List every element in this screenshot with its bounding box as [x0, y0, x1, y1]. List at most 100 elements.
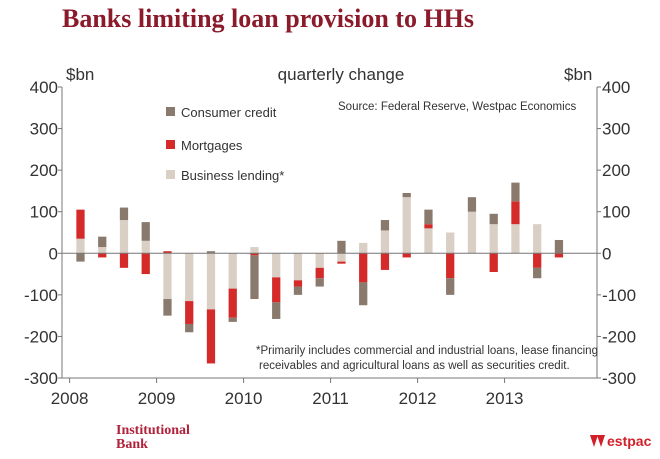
legend-swatch-consumer-credit: [166, 107, 175, 116]
bar-business-lending: [119, 220, 129, 254]
bar-mortgages: [315, 267, 324, 279]
axes: [58, 86, 601, 383]
legend-label-business-lending: Business lending*: [181, 168, 284, 183]
y-tick-label-left: 0: [49, 244, 58, 263]
bar-business-lending: [185, 253, 194, 302]
bar-business-lending: [272, 253, 281, 278]
bar-mortgages: [293, 280, 303, 287]
y-axis-right-unit: $bn: [564, 65, 592, 84]
bar-mortgages: [402, 253, 411, 258]
westpac-logo: estpac: [590, 433, 651, 449]
bar-business-lending: [206, 253, 216, 310]
bar-business-lending: [98, 247, 107, 254]
bars: [76, 182, 564, 364]
y-tick-label-left: -100: [24, 286, 58, 305]
y-tick-label-right: -100: [602, 286, 636, 305]
bar-mortgages: [206, 309, 216, 364]
y-axis-right-labels: 400 300 200 100 0 -100 -200 -300: [602, 78, 636, 388]
legend-swatch-mortgages: [166, 140, 175, 149]
bar-mortgages: [141, 253, 150, 275]
bar-consumer-credit: [141, 222, 150, 241]
bar-consumer-credit: [250, 255, 259, 300]
legend-label-consumer-credit: Consumer credit: [181, 105, 277, 120]
bar-consumer-credit: [315, 278, 324, 287]
bar-mortgages: [98, 253, 107, 258]
y-tick-label-left: -300: [24, 369, 58, 388]
bar-consumer-credit: [533, 267, 542, 279]
bar-business-lending: [402, 197, 411, 254]
chart-title: Banks limiting loan provision to HHs: [62, 4, 475, 33]
bar-consumer-credit: [228, 317, 237, 322]
bar-consumer-credit: [272, 302, 281, 319]
chart-subtitle: quarterly change: [278, 65, 405, 84]
bar-mortgages: [359, 253, 368, 283]
bar-business-lending: [163, 253, 172, 300]
bar-consumer-credit: [446, 278, 455, 295]
bar-consumer-credit: [467, 197, 477, 212]
bar-mortgages: [511, 201, 520, 225]
footnote-line-2: receivables and agricultural loans as we…: [259, 360, 570, 372]
bar-consumer-credit: [511, 182, 520, 202]
bar-mortgages: [228, 288, 237, 318]
bar-business-lending: [141, 240, 150, 254]
westpac-w-icon: [590, 435, 606, 447]
bar-consumer-credit: [380, 220, 390, 231]
x-tick-label: 2010: [225, 389, 263, 408]
x-tick-label: 2011: [312, 389, 349, 408]
bar-mortgages: [163, 251, 172, 254]
y-axis-left-labels: 400 300 200 100 0 -100 -200 -300: [24, 78, 58, 388]
bar-business-lending: [76, 238, 85, 254]
bar-business-lending: [337, 253, 346, 262]
legend-label-mortgages: Mortgages: [181, 138, 243, 153]
y-tick-label-right: 0: [602, 244, 611, 263]
y-tick-label-left: -200: [24, 327, 58, 346]
bar-consumer-credit: [554, 239, 564, 254]
bar-mortgages: [446, 253, 455, 279]
y-tick-label-right: 300: [602, 120, 630, 139]
bar-business-lending: [511, 224, 520, 254]
x-tick-label: 2012: [399, 389, 437, 408]
bar-mortgages: [185, 301, 194, 324]
bar-consumer-credit: [293, 286, 303, 295]
bar-business-lending: [293, 253, 303, 281]
footnote-line-1: *Primarily includes commercial and indus…: [256, 345, 598, 357]
y-tick-label-right: 100: [602, 203, 630, 222]
bar-mortgages: [76, 209, 85, 239]
source-note: Source: Federal Reserve, Westpac Economi…: [338, 101, 576, 113]
bar-consumer-credit: [206, 251, 216, 254]
institutional-bank-logo: Institutional Bank: [116, 424, 190, 452]
bar-mortgages: [380, 253, 390, 270]
legend: Consumer credit Mortgages Business lendi…: [166, 105, 284, 183]
bar-mortgages: [250, 253, 259, 256]
bar-consumer-credit: [424, 209, 433, 225]
bar-consumer-credit: [359, 282, 368, 306]
bar-business-lending: [228, 253, 237, 289]
bar-business-lending: [446, 232, 455, 254]
y-tick-label-right: -300: [602, 369, 636, 388]
bar-business-lending: [533, 224, 542, 254]
bar-mortgages: [489, 253, 498, 272]
bar-consumer-credit: [98, 236, 107, 248]
bar-consumer-credit: [402, 193, 411, 198]
bar-business-lending: [424, 228, 433, 254]
bar-consumer-credit: [337, 240, 346, 254]
x-tick-label: 2008: [51, 389, 89, 408]
bar-business-lending: [359, 242, 368, 254]
x-tick-label: 2009: [138, 389, 176, 408]
bar-business-lending: [489, 224, 498, 254]
bar-business-lending: [467, 211, 477, 254]
bar-business-lending: [250, 247, 259, 254]
y-tick-label-right: 400: [602, 78, 630, 97]
legend-swatch-business-lending: [166, 170, 175, 179]
logo-line-1: Institutional: [116, 423, 190, 438]
bar-mortgages: [272, 277, 281, 303]
y-tick-label-left: 200: [30, 161, 58, 180]
y-tick-label-left: 400: [30, 78, 58, 97]
bar-consumer-credit: [185, 323, 194, 333]
y-tick-label-left: 100: [30, 203, 58, 222]
y-tick-label-left: 300: [30, 120, 58, 139]
bar-consumer-credit: [76, 253, 85, 262]
bar-mortgages: [119, 253, 129, 268]
bar-business-lending: [380, 230, 390, 254]
